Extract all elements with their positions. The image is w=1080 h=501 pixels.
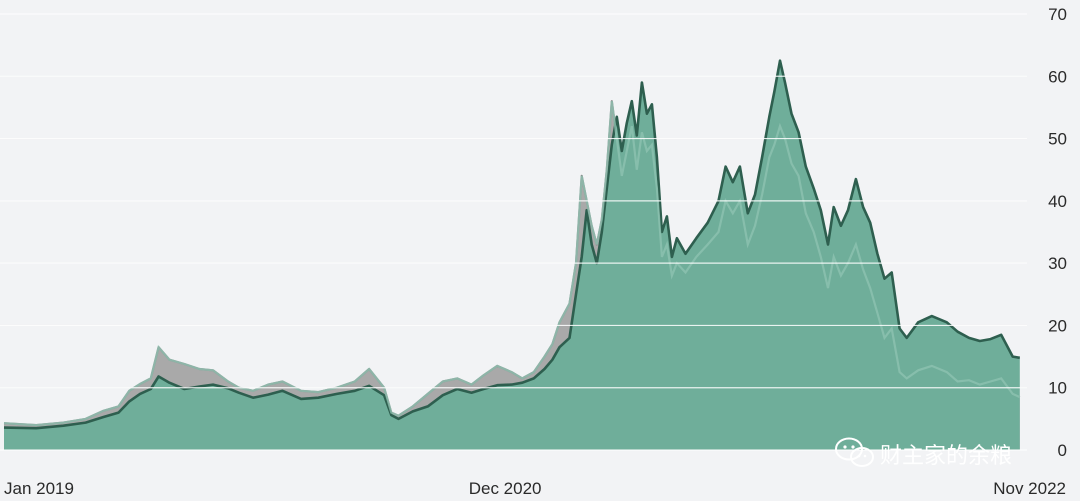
y-tick-label: 30 bbox=[1048, 254, 1067, 273]
y-axis: 0 10 20 30 40 50 60 70 bbox=[1048, 5, 1067, 460]
wechat-icon bbox=[835, 437, 874, 467]
series-areas bbox=[3, 59, 1021, 450]
series-line-0 bbox=[3, 59, 1021, 430]
x-tick-label: Nov 2022 bbox=[993, 479, 1066, 498]
x-tick-label: Dec 2020 bbox=[469, 479, 542, 498]
series-line-1-overlay bbox=[3, 101, 1021, 427]
watermark-label: 财主家的余粮 bbox=[880, 443, 1012, 468]
y-tick-label: 20 bbox=[1048, 316, 1067, 335]
y-tick-label: 50 bbox=[1048, 130, 1067, 149]
watermark: 财主家的余粮 bbox=[835, 437, 1012, 468]
y-tick-label: 40 bbox=[1048, 192, 1067, 211]
overlay-grid-lines bbox=[0, 13, 1027, 451]
y-tick-label: 60 bbox=[1048, 67, 1067, 86]
y-tick-label: 0 bbox=[1058, 441, 1067, 460]
x-axis: Jan 2019 Dec 2020 Nov 2022 bbox=[4, 479, 1066, 498]
x-tick-label: Jan 2019 bbox=[4, 479, 74, 498]
series-area-0 bbox=[4, 60, 1020, 450]
y-tick-label: 10 bbox=[1048, 379, 1067, 398]
y-tick-label: 70 bbox=[1048, 5, 1067, 24]
